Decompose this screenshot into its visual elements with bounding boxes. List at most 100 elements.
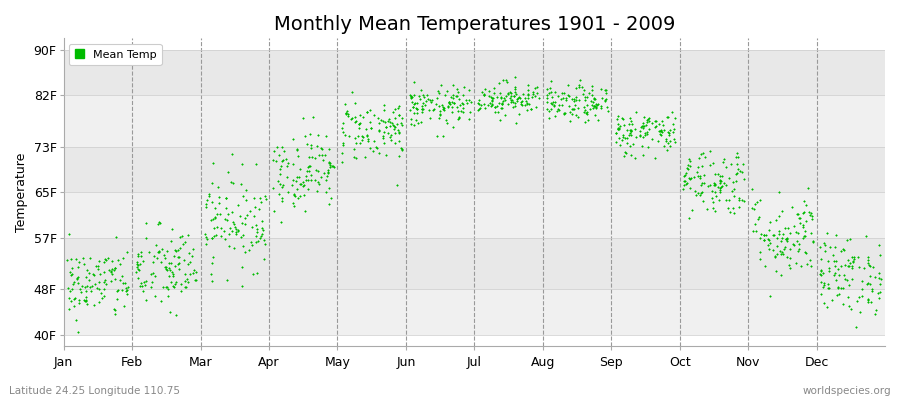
Point <box>407 122 421 128</box>
Point <box>770 242 784 249</box>
Point <box>432 115 446 122</box>
Point <box>872 270 886 276</box>
Point <box>609 130 624 136</box>
Point <box>814 271 828 278</box>
Point <box>804 230 818 236</box>
Point <box>508 92 522 99</box>
Point <box>153 220 167 226</box>
Point <box>757 232 771 238</box>
Point <box>417 106 431 112</box>
Point <box>599 104 614 110</box>
Point <box>562 93 576 99</box>
Point <box>472 106 486 112</box>
Point <box>530 90 544 96</box>
Point <box>778 225 792 231</box>
Point <box>416 100 430 107</box>
Point <box>747 206 761 212</box>
Point <box>238 214 253 221</box>
Point <box>499 92 513 99</box>
Point <box>324 163 338 169</box>
Point <box>410 110 424 116</box>
Point <box>372 128 386 135</box>
Point <box>540 95 554 101</box>
Point <box>730 170 744 176</box>
Point <box>392 102 406 109</box>
Point <box>130 266 145 272</box>
Point <box>354 112 368 118</box>
Point <box>384 120 399 126</box>
Point <box>290 147 304 153</box>
Point <box>838 276 852 282</box>
Point <box>683 162 698 169</box>
Point <box>299 172 313 179</box>
Point <box>431 88 446 94</box>
Point <box>829 277 843 283</box>
Point <box>218 236 232 242</box>
Point <box>578 107 592 114</box>
Point <box>615 115 629 122</box>
Point <box>84 288 98 294</box>
Point <box>528 93 543 100</box>
Point <box>322 200 337 207</box>
Point <box>273 171 287 178</box>
Point <box>860 280 875 287</box>
Point <box>174 281 188 288</box>
Point <box>285 161 300 168</box>
Point <box>552 102 566 108</box>
Point <box>71 264 86 270</box>
Point <box>80 301 94 307</box>
Point <box>647 118 662 124</box>
Point <box>769 268 783 274</box>
Point <box>290 145 304 152</box>
Point <box>547 103 562 109</box>
Point <box>564 106 579 112</box>
Point <box>198 241 212 248</box>
Point <box>241 247 256 254</box>
Point <box>628 155 643 162</box>
Point <box>169 248 184 254</box>
Point <box>825 252 840 259</box>
Point <box>286 136 301 143</box>
Point <box>229 226 243 233</box>
Point <box>628 126 643 132</box>
Point <box>852 309 867 316</box>
Point <box>707 170 722 177</box>
Point <box>410 106 425 112</box>
Point <box>118 280 132 286</box>
Point <box>680 161 695 168</box>
Point <box>529 84 544 90</box>
Point <box>406 104 420 110</box>
Point <box>361 138 375 144</box>
Point <box>756 237 770 243</box>
Point <box>60 257 75 263</box>
Point <box>681 166 696 172</box>
Point <box>625 120 639 127</box>
Point <box>594 105 608 111</box>
Point <box>553 107 567 113</box>
Point <box>134 280 148 286</box>
Point <box>613 142 627 148</box>
Point <box>612 135 626 142</box>
Point <box>199 201 213 208</box>
Point <box>367 137 382 144</box>
Point <box>364 107 378 114</box>
Point <box>780 238 795 244</box>
Point <box>698 171 712 178</box>
Point <box>845 258 859 264</box>
Point <box>280 162 294 169</box>
Point <box>438 92 453 98</box>
Point <box>105 271 120 278</box>
Point <box>66 280 80 287</box>
Point <box>229 228 243 235</box>
Point <box>836 246 850 252</box>
Point <box>661 129 675 135</box>
Point <box>409 104 423 111</box>
Point <box>752 256 767 262</box>
Point <box>525 94 539 100</box>
Point <box>623 142 637 149</box>
Point <box>101 255 115 261</box>
Point <box>554 102 569 108</box>
Point <box>148 293 162 299</box>
Point <box>639 122 653 128</box>
Point <box>654 128 669 134</box>
